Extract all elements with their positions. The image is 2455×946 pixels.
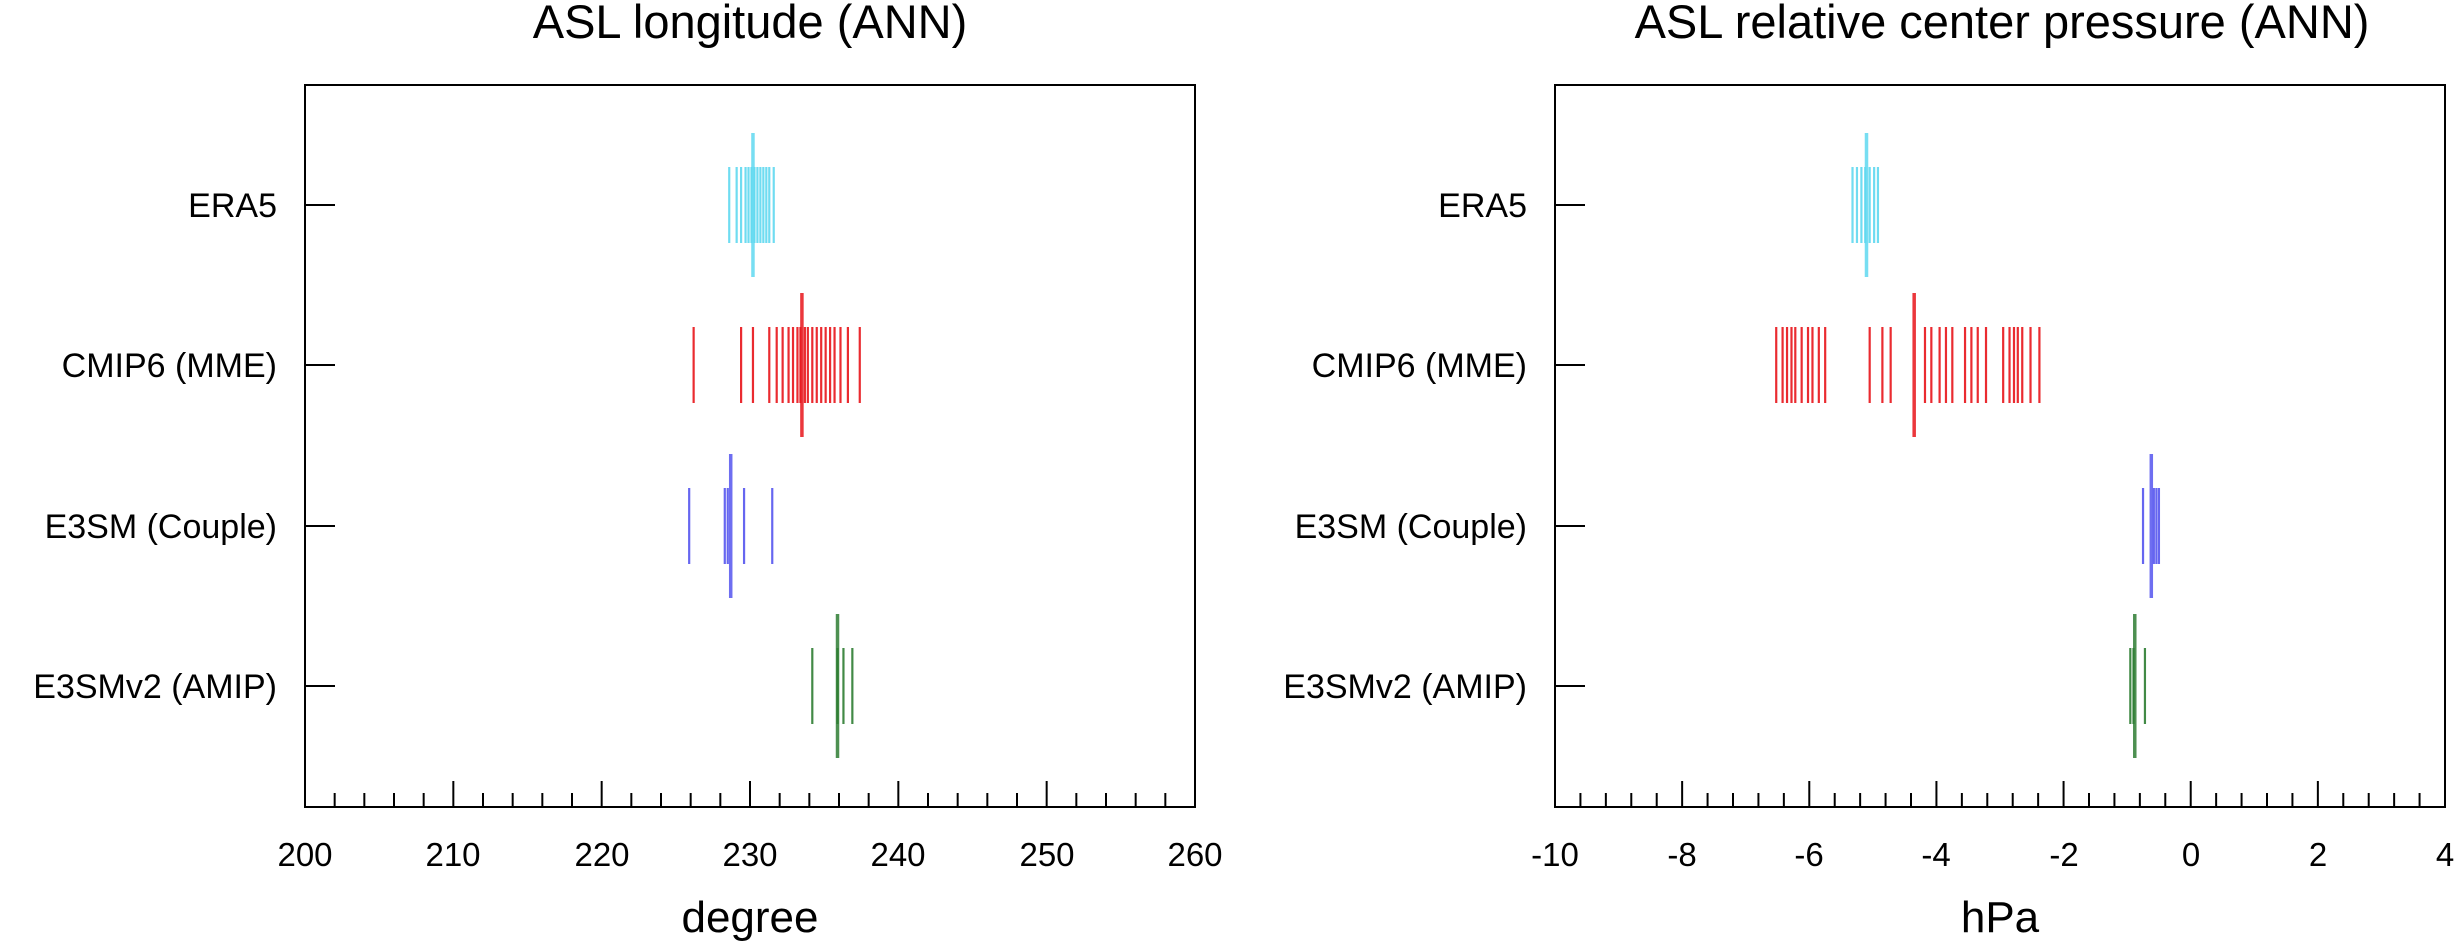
x-tick-label: -10 [1531, 836, 1579, 873]
x-tick-label: 220 [574, 836, 629, 873]
category-label-e3smv2-amip: E3SMv2 (AMIP) [1283, 668, 1527, 706]
x-tick-labels: -10 -8 -6 -4 -2 0 2 4 [1531, 836, 2454, 873]
category-labels: ERA5 CMIP6 (MME) E3SM (Couple) E3SMv2 (A… [1283, 187, 1527, 706]
axis-ticks [1554, 204, 2446, 807]
category-labels: ERA5 CMIP6 (MME) E3SM (Couple) E3SMv2 (A… [33, 187, 277, 706]
category-label-e3sm-couple: E3SM (Couple) [45, 508, 277, 546]
x-tick-label: 4 [2436, 836, 2454, 873]
x-tick-label: -2 [2049, 836, 2078, 873]
category-label-cmip6: CMIP6 (MME) [62, 347, 277, 385]
x-tick-label: 250 [1019, 836, 1074, 873]
data-marks [688, 133, 861, 758]
category-label-era5: ERA5 [1438, 187, 1527, 225]
plot-frame [304, 84, 1196, 808]
panel-pressure: ASL relative center pressure (ANN) ERA5 … [1283, 0, 2454, 942]
x-tick-label: -4 [1921, 836, 1950, 873]
axis-ticks [304, 204, 1196, 807]
plot-frame [1554, 84, 2446, 808]
chart-title: ASL longitude (ANN) [533, 0, 968, 48]
category-label-era5: ERA5 [188, 187, 277, 225]
x-tick-label: 210 [425, 836, 480, 873]
x-tick-label: 260 [1167, 836, 1222, 873]
x-tick-label: -6 [1794, 836, 1823, 873]
data-marks [1775, 133, 2161, 758]
x-tick-label: 0 [2182, 836, 2200, 873]
chart-title: ASL relative center pressure (ANN) [1635, 0, 2370, 48]
category-label-e3sm-couple: E3SM (Couple) [1295, 508, 1527, 546]
panel-longitude: ASL longitude (ANN) ERA5 CMIP6 (MME) E3S… [33, 0, 1222, 942]
x-tick-label: 240 [870, 836, 925, 873]
category-label-cmip6: CMIP6 (MME) [1312, 347, 1527, 385]
x-axis-label: hPa [1961, 893, 2040, 942]
x-tick-labels: 200 210 220 230 240 250 260 [277, 836, 1222, 873]
category-label-e3smv2-amip: E3SMv2 (AMIP) [33, 668, 277, 706]
x-tick-label: 2 [2309, 836, 2327, 873]
x-axis-label: degree [681, 893, 818, 942]
x-tick-label: -8 [1667, 836, 1696, 873]
x-tick-label: 230 [722, 836, 777, 873]
x-tick-label: 200 [277, 836, 332, 873]
